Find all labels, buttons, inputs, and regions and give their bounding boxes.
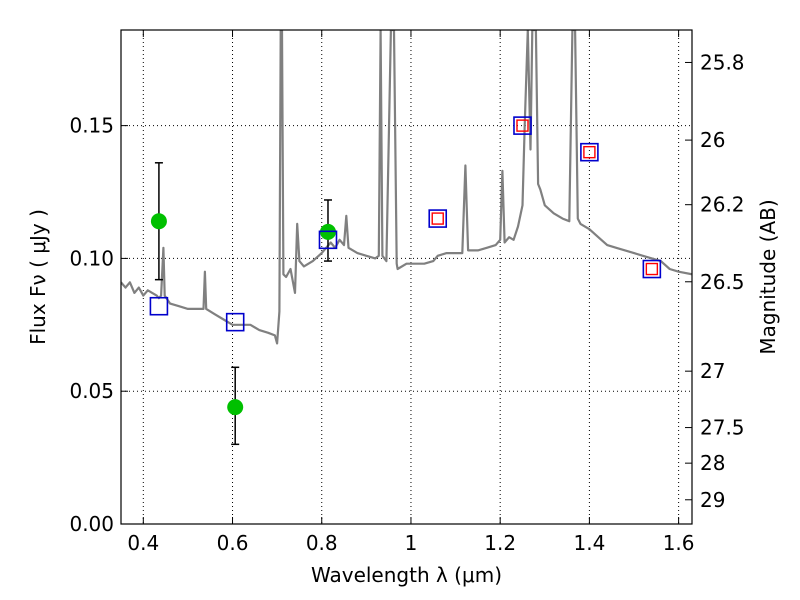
y-tick-label: 0.05 xyxy=(69,379,114,403)
x-tick-label: 0.6 xyxy=(217,531,249,555)
model-square-inner xyxy=(583,145,596,159)
plot-frame xyxy=(120,29,693,525)
observed-point xyxy=(150,213,167,230)
x-tick-label: 1 xyxy=(405,531,418,555)
right-tick-label: 28 xyxy=(700,451,725,475)
right-tick-label: 27 xyxy=(700,359,725,383)
x-tick-label: 0.4 xyxy=(127,531,159,555)
x-tick-label: 1.6 xyxy=(663,531,695,555)
y-axis-title: Flux Fν ( μJy ) xyxy=(26,209,50,345)
observed-point xyxy=(227,399,244,416)
marker-layer xyxy=(149,116,662,446)
right-tick-label: 26.5 xyxy=(700,270,745,294)
model-square xyxy=(225,312,245,332)
model-square xyxy=(318,230,338,250)
tick-layer: 0.4 0.6 0.8 1 1.2 1.4 1.6 0.00 0.05 0.10 0.15 25.8 2… xyxy=(69,30,745,555)
y-tick-label: 0.10 xyxy=(69,246,114,270)
y-tick-label: 0.00 xyxy=(69,512,114,536)
x-axis-title: Wavelength λ (μm) xyxy=(311,563,502,587)
model-square xyxy=(642,259,662,279)
grid-layer xyxy=(121,30,692,525)
right-tick-label: 25.8 xyxy=(700,50,745,74)
model-square xyxy=(428,209,448,228)
x-tick-label: 1.2 xyxy=(484,531,516,555)
y-tick-label: 0.15 xyxy=(69,114,114,138)
right-axis-title: Magnitude (AB) xyxy=(756,199,780,354)
right-tick-label: 27.5 xyxy=(700,416,745,440)
model-square xyxy=(580,142,599,162)
model-square xyxy=(513,116,532,135)
x-tick-label: 1.4 xyxy=(573,531,605,555)
model-square xyxy=(149,296,169,316)
model-square-inner xyxy=(645,262,659,276)
plot-layer xyxy=(121,30,692,345)
model-square-inner xyxy=(516,119,529,132)
right-tick-label: 29 xyxy=(700,488,725,512)
right-tick-label: 26.2 xyxy=(700,193,745,217)
right-tick-label: 26 xyxy=(700,128,725,152)
model-square-inner xyxy=(431,212,444,225)
x-tick-label: 0.8 xyxy=(306,531,338,555)
spectrum-line xyxy=(121,30,692,345)
